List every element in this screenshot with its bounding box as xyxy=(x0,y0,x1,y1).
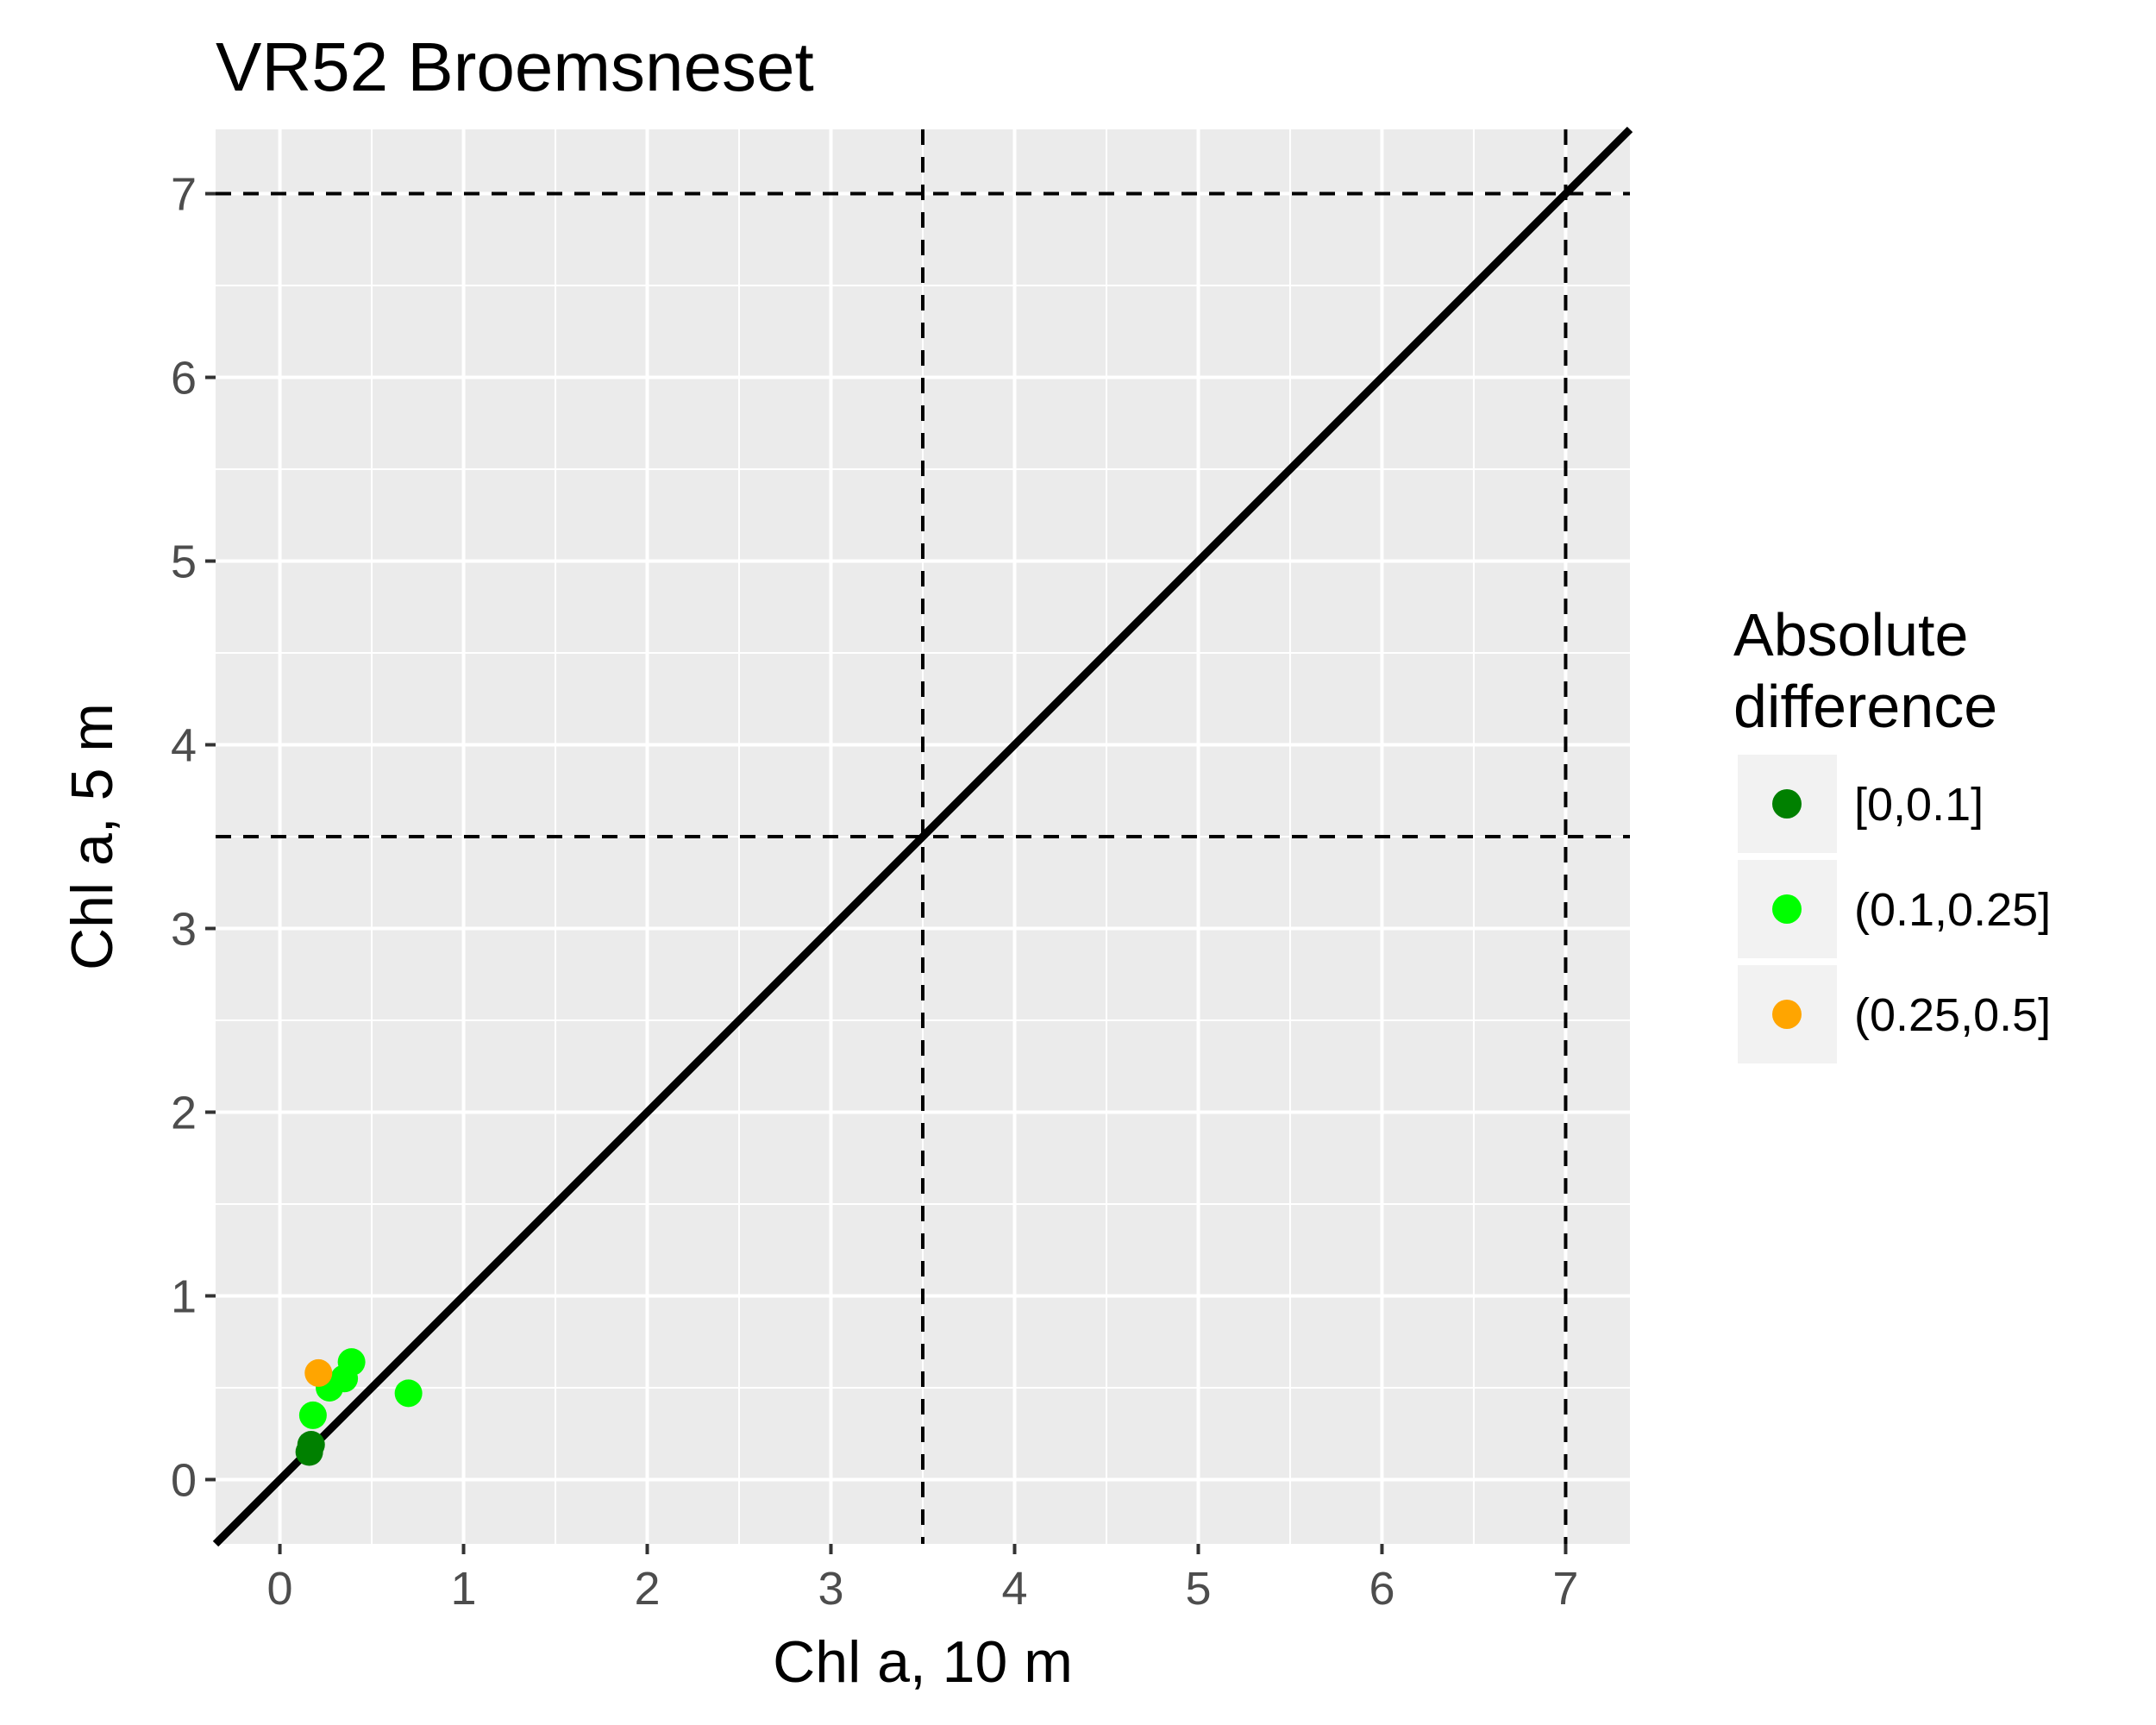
legend-items: [0,0.1] (0.1,0.25] (0.25,0.5] xyxy=(1738,755,2051,1063)
y-tick-label: 0 xyxy=(171,1454,197,1506)
legend-label: (0.1,0.25] xyxy=(1854,884,2051,936)
y-tick-label: 4 xyxy=(171,720,197,772)
legend-key-swatch xyxy=(1772,789,1802,819)
legend-key-swatch xyxy=(1772,894,1802,924)
y-tick-label: 3 xyxy=(171,903,197,955)
x-tick-label: 1 xyxy=(451,1563,477,1615)
x-tick-label: 0 xyxy=(267,1563,293,1615)
y-axis-title: Chl a, 5 m xyxy=(60,703,125,970)
legend-title-line-2: difference xyxy=(1733,673,1997,740)
x-tick-label: 3 xyxy=(818,1563,843,1615)
data-point xyxy=(298,1401,327,1429)
x-tick-label: 7 xyxy=(1552,1563,1578,1615)
legend: Absolute difference [0,0.1] (0.1,0.25] (0.… xyxy=(1733,601,2051,1063)
y-tick-label: 2 xyxy=(171,1087,197,1138)
x-axis-title: Chl a, 10 m xyxy=(773,1629,1073,1695)
legend-label: [0,0.1] xyxy=(1854,779,1984,831)
reference-lines xyxy=(216,129,1630,1544)
identity-line xyxy=(212,126,1633,1547)
y-tick-label: 6 xyxy=(171,353,197,405)
legend-key-swatch xyxy=(1772,1000,1802,1029)
axis-ticks: 0 1 2 3 4 5 6 7 0 1 2 3 4 5 6 7 xyxy=(171,169,1579,1615)
data-point xyxy=(337,1348,366,1377)
x-tick-label: 4 xyxy=(1001,1563,1027,1615)
x-tick-label: 5 xyxy=(1185,1563,1211,1615)
y-tick-label: 1 xyxy=(171,1270,197,1322)
y-tick-label: 7 xyxy=(171,169,197,221)
data-point xyxy=(394,1379,423,1408)
identity-line-group xyxy=(212,126,1633,1547)
x-tick-label: 2 xyxy=(634,1563,660,1615)
chart-title: VR52 Broemsneset xyxy=(216,28,814,105)
y-tick-label: 5 xyxy=(171,536,197,588)
legend-title-line-1: Absolute xyxy=(1733,601,1968,668)
data-points xyxy=(295,1348,423,1466)
data-point xyxy=(304,1358,333,1387)
data-point xyxy=(297,1430,325,1458)
x-tick-label: 6 xyxy=(1369,1563,1395,1615)
legend-label: (0.25,0.5] xyxy=(1854,989,2051,1041)
